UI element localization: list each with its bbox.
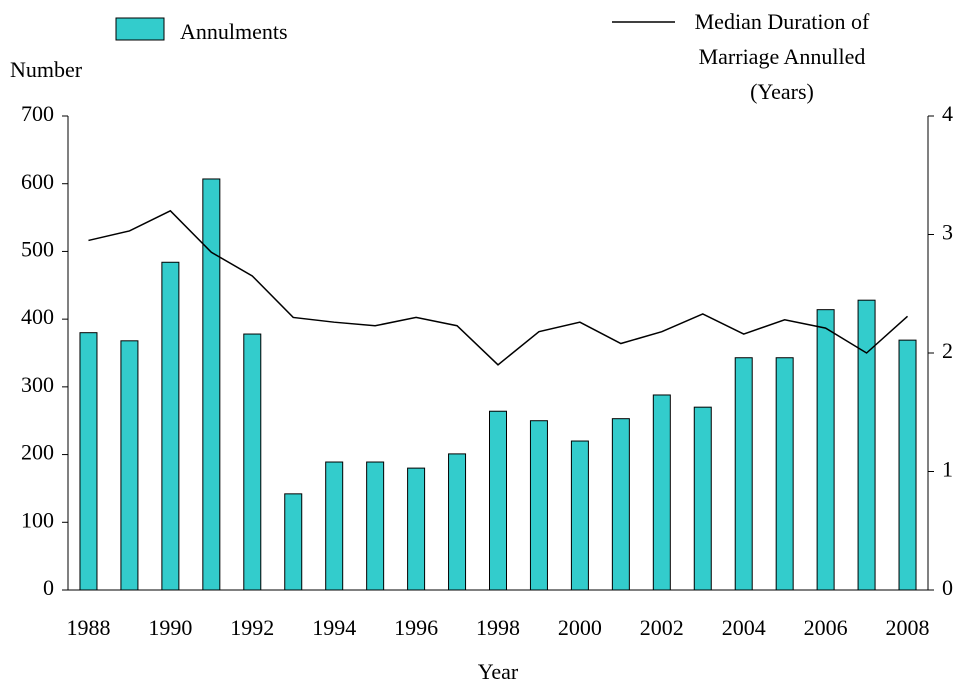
bar (407, 467, 426, 591)
bar (775, 357, 794, 591)
line (88, 209, 909, 366)
y-tick-label: 100 (21, 507, 54, 532)
bar (325, 461, 344, 591)
legend-label: Median Duration of Marriage Annulled (Ye… (694, 9, 870, 104)
y-axis-label: Number (10, 57, 83, 82)
x-tick-label: 2002 (640, 615, 684, 640)
x-tick-label: 1988 (66, 615, 110, 640)
y2-tick-label: 2 (942, 338, 953, 363)
bar (693, 406, 712, 591)
bar (202, 178, 221, 591)
bar (529, 420, 548, 591)
y2-tick-label: 4 (942, 101, 953, 126)
x-tick-label: 2006 (804, 615, 848, 640)
bar (120, 340, 139, 591)
bar (489, 410, 507, 591)
y-tick-label: 400 (21, 304, 54, 329)
y2-tick-label: 1 (942, 457, 953, 482)
bar (734, 357, 753, 591)
x-tick-label: 1994 (312, 615, 356, 640)
y-tick-label: 0 (43, 575, 54, 600)
bar (284, 493, 303, 591)
x-tick-label: 2008 (886, 615, 930, 640)
x-tick-label: 2004 (722, 615, 766, 640)
x-tick-label: 1998 (476, 615, 520, 640)
x-tick-label: 2000 (558, 615, 602, 640)
bar (243, 333, 262, 591)
bar (652, 394, 671, 591)
bar (79, 332, 98, 591)
bar (448, 453, 467, 591)
bar (366, 461, 385, 591)
legend-label: Annulments (180, 19, 288, 44)
y2-tick-label: 0 (942, 575, 953, 600)
bar (161, 261, 180, 591)
y-tick-label: 700 (21, 101, 54, 126)
bar (898, 339, 917, 591)
x-tick-label: 1996 (394, 615, 438, 640)
y-tick-label: 500 (21, 236, 54, 261)
y-tick-label: 200 (21, 440, 54, 465)
y-tick-label: 300 (21, 372, 54, 397)
bar (570, 440, 589, 591)
x-tick-label: 1992 (230, 615, 274, 640)
y2-tick-label: 3 (942, 220, 953, 245)
x-tick-label: 1990 (148, 615, 192, 640)
x-axis-label: Year (478, 659, 519, 684)
bar (857, 299, 876, 591)
y-tick-label: 600 (21, 169, 54, 194)
legend-swatch (115, 17, 165, 41)
bar (611, 418, 630, 591)
bar (816, 309, 835, 591)
